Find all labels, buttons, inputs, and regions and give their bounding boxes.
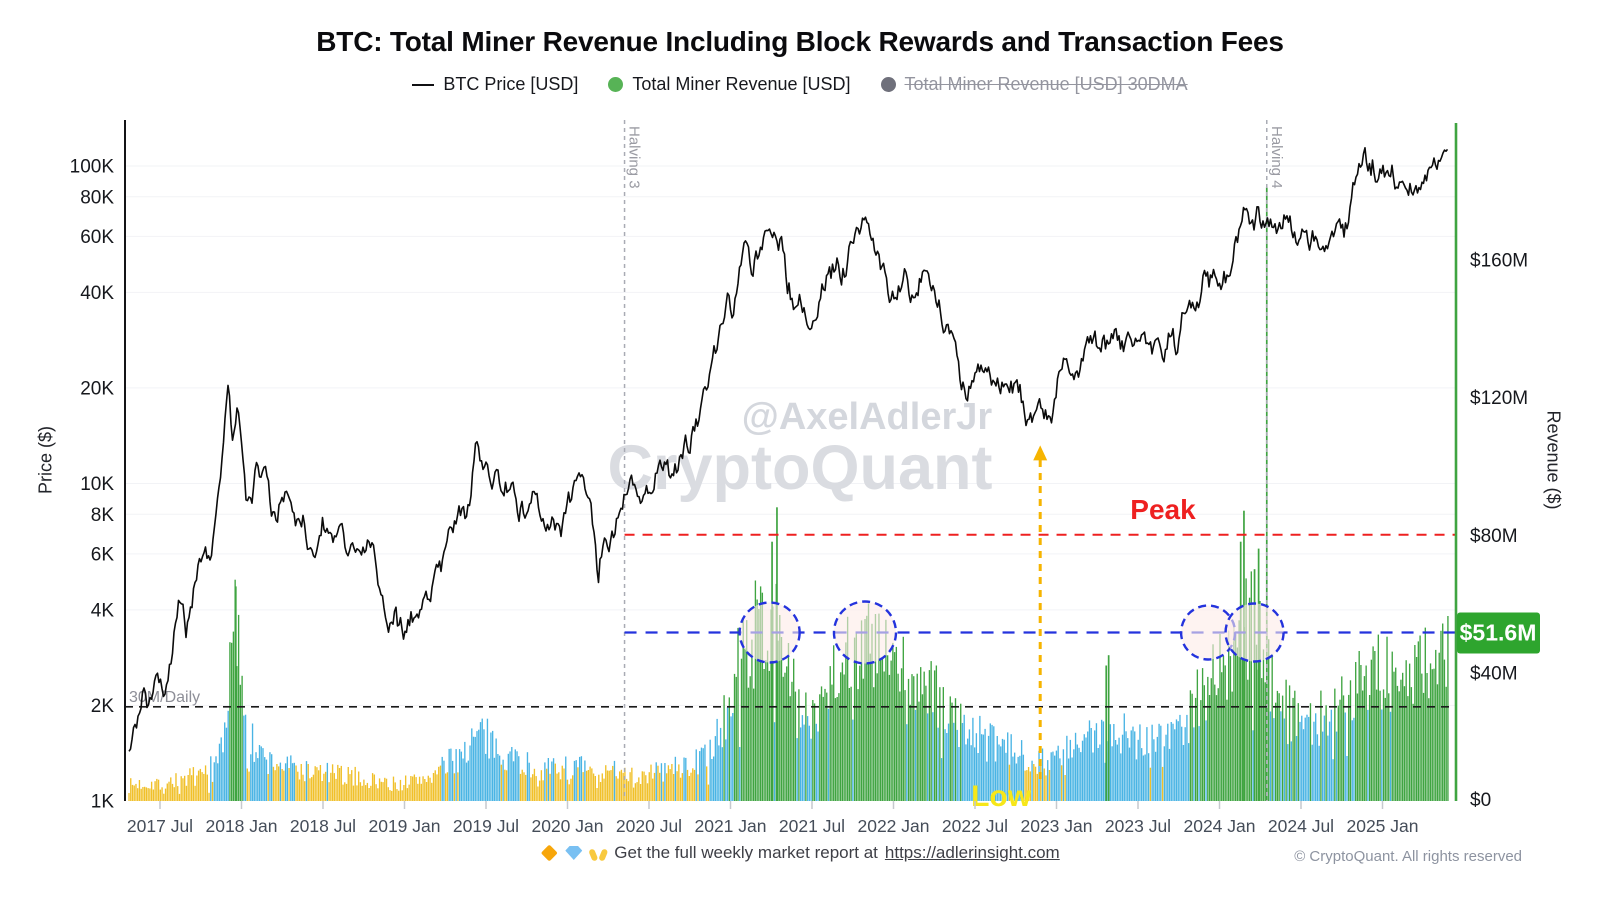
svg-text:60K: 60K [80,227,114,248]
line-marker-icon [412,83,435,86]
svg-text:40K: 40K [80,283,114,304]
peak-label: Peak [1130,494,1196,525]
raised-hands-icon [589,846,607,861]
footer-report: Get the full weekly market report at htt… [540,843,1060,863]
legend: BTC Price [USD] Total Miner Revenue [USD… [0,74,1600,95]
page-title: BTC: Total Miner Revenue Including Block… [316,26,1284,57]
svg-text:2025 Jan: 2025 Jan [1346,816,1418,836]
orange-diamond-icon [540,844,558,862]
current-revenue-badge-label: $51.6M [1460,619,1537,645]
legend-item-btc-price[interactable]: BTC Price [USD] [412,74,578,95]
low-arrow-head [1033,445,1048,461]
low-label: Low [971,780,1032,813]
current-revenue-badge [1457,612,1540,654]
x-tick-labels: 2017 Jul 2018 Jan 2018 Jul 2019 Jan 2019 Jul… [127,801,1419,836]
svg-text:2020 Jul: 2020 Jul [616,816,682,836]
svg-text:4K: 4K [91,600,115,621]
revenue-tick-labels: $160M $120M $80M $40M $0 [1470,251,1528,811]
copyright-text: © CryptoQuant. All rights reserved [1294,848,1522,865]
svg-text:$80M: $80M [1470,526,1518,547]
svg-text:2018 Jul: 2018 Jul [290,816,356,836]
svg-text:$160M: $160M [1470,251,1528,272]
highlight-circle-4 [1224,602,1285,663]
svg-text:2018 Jan: 2018 Jan [205,816,277,836]
svg-text:2019 Jan: 2019 Jan [368,816,440,836]
legend-label: Total Miner Revenue [USD] 30DMA [904,74,1188,94]
svg-text:2021 Jul: 2021 Jul [779,816,845,836]
svg-text:2023 Jan: 2023 Jan [1020,816,1092,836]
svg-text:2021 Jan: 2021 Jan [694,816,766,836]
legend-item-miner-revenue-30dma[interactable]: Total Miner Revenue [USD] 30DMA [880,74,1188,95]
svg-text:2024 Jul: 2024 Jul [1268,816,1334,836]
svg-text:2023 Jul: 2023 Jul [1105,816,1171,836]
watermark-handle: @AxelAdlerJr [742,396,993,438]
svg-text:6K: 6K [91,544,115,565]
svg-text:$120M: $120M [1470,388,1528,409]
btc-price-line [128,147,1449,752]
svg-text:80K: 80K [80,187,114,208]
svg-text:1K: 1K [91,792,115,813]
svg-text:2022 Jul: 2022 Jul [942,816,1008,836]
price-tick-labels: 100K 80K 60K 40K 20K 10K 8K 6K 4K 2K 1K [70,157,115,813]
svg-text:2019 Jul: 2019 Jul [453,816,519,836]
svg-text:10K: 10K [80,474,114,495]
report-link[interactable]: https://adlerinsight.com [884,843,1060,862]
svg-text:2022 Jan: 2022 Jan [857,816,929,836]
svg-text:100K: 100K [70,157,115,178]
dot-marker-icon [608,77,624,92]
svg-text:2K: 2K [91,696,115,717]
svg-text:$0: $0 [1470,790,1491,811]
legend-label: Total Miner Revenue [USD] [632,74,851,94]
footer-report-text: Get the full weekly market report at [614,843,878,862]
halving3-label: Halving 3 [626,126,643,189]
daily-threshold-label: 30M/Daily [129,689,200,706]
watermark-brand: CryptoQuant [608,433,993,503]
dot-marker-icon [880,77,896,92]
svg-text:$40M: $40M [1470,663,1518,684]
svg-text:2024 Jan: 2024 Jan [1183,816,1255,836]
svg-text:2017 Jul: 2017 Jul [127,816,193,836]
gem-icon [565,846,583,860]
svg-text:20K: 20K [80,378,114,399]
legend-label: BTC Price [USD] [443,74,579,94]
highlight-circle-2 [832,600,898,665]
halving4-label: Halving 4 [1268,126,1285,189]
highlight-circle-1 [738,601,801,664]
legend-item-miner-revenue[interactable]: Total Miner Revenue [USD] [608,74,851,95]
svg-text:8K: 8K [91,505,115,526]
svg-text:2020 Jan: 2020 Jan [531,816,603,836]
revenue-bars [128,187,1449,801]
